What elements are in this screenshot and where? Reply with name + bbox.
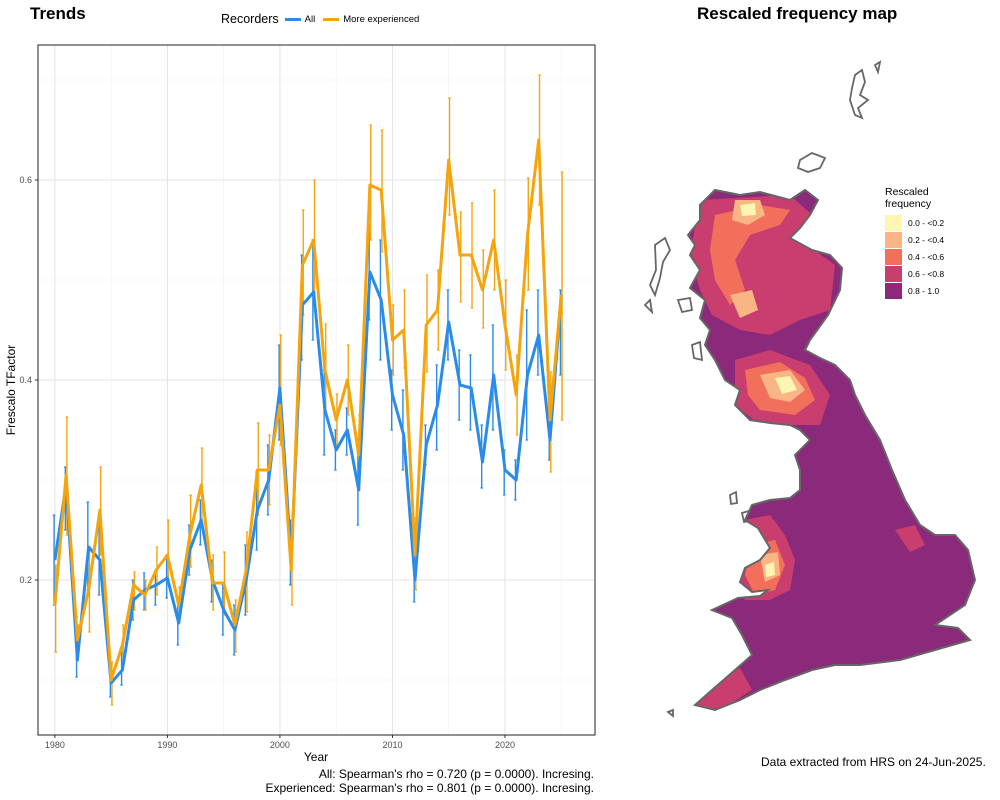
map-legend-label: 0.6 - <0.8 <box>908 268 945 279</box>
x-tick-label: 1980 <box>45 740 65 750</box>
stats-all: All: Spearman's rho = 0.720 (p = 0.0000)… <box>318 767 594 781</box>
map-legend-swatch <box>885 282 902 299</box>
recorders-legend: Recorders All More experienced <box>221 12 425 26</box>
spearman-stats: All: Spearman's rho = 0.720 (p = 0.0000)… <box>266 767 595 795</box>
trends-title: Trends <box>30 4 86 23</box>
map-legend-label: 0.2 - <0.4 <box>908 234 945 245</box>
map-legend-swatch <box>885 231 902 248</box>
y-tick-label: 0.4 <box>19 375 32 385</box>
map-legend: Rescaled frequency 0.0 - <0.2 0.2 - <0.4 0… <box>885 186 944 299</box>
map-legend-swatch <box>885 214 902 231</box>
series-line-more-experienced <box>53 138 563 682</box>
map-legend-row: 0.4 - <0.6 <box>885 248 944 265</box>
legend-title: Recorders <box>221 12 279 26</box>
band-0.6-0.8-east <box>895 525 925 552</box>
map-legend-swatch <box>885 265 902 282</box>
map-legend-title-line1: Rescaled <box>885 186 929 198</box>
map-legend-title-line2: frequency <box>885 198 932 210</box>
orkney-outline <box>796 152 827 173</box>
trend-chart: 1980 1990 2000 2010 2020 0.2 0.4 0.6 Year Fresc… <box>4 44 596 764</box>
x-tick-label: 2000 <box>270 740 290 750</box>
map-legend-row: 0.2 - <0.4 <box>885 231 944 248</box>
band-0.0-0.2-uplands <box>775 376 797 394</box>
stats-experienced: Experienced: Spearman's rho = 0.801 (p =… <box>265 781 595 795</box>
x-tick-label: 2010 <box>382 740 402 750</box>
shetland-outline <box>849 60 882 120</box>
series-line-all <box>53 270 563 685</box>
y-tick-label: 0.2 <box>19 575 32 585</box>
inner-islands-outline <box>676 296 704 362</box>
x-axis-title: Year <box>304 750 328 764</box>
x-tick-label: 1990 <box>157 740 177 750</box>
map-legend-row: 0.0 - <0.2 <box>885 214 944 231</box>
legend-label-experienced: More experienced <box>343 13 420 25</box>
plot-panel-border <box>37 44 596 736</box>
data-source-note: Data extracted from HRS on 24-Jun-2025. <box>761 755 986 769</box>
map-title: Rescaled frequency map <box>697 4 898 23</box>
y-tick-label: 0.6 <box>19 175 32 185</box>
map-legend-label: 0.0 - <0.2 <box>908 217 945 228</box>
legend-key-experienced <box>323 17 340 21</box>
frequency-map <box>643 60 976 718</box>
isle-of-man-outline <box>729 490 738 506</box>
legend-key-all <box>284 17 301 21</box>
hebrides-outline <box>643 236 672 315</box>
x-tick-label: 2020 <box>495 740 515 750</box>
band-0.0-0.2-wales <box>765 562 775 577</box>
legend-label-all: All <box>304 13 316 25</box>
scilly-outline <box>666 708 674 718</box>
map-legend-swatch <box>885 248 902 265</box>
lines-layer <box>53 138 563 685</box>
band-0.0-0.2-highlands <box>740 203 756 216</box>
map-legend-row: 0.8 - 1.0 <box>885 282 944 299</box>
grid-layer <box>38 45 595 735</box>
band-0.2-0.4-central <box>730 290 758 318</box>
map-legend-label: 0.4 - <0.6 <box>908 251 945 262</box>
band-0.4-0.6-highlands <box>710 205 790 305</box>
ticks-layer: 1980 1990 2000 2010 2020 0.2 0.4 0.6 <box>19 175 515 750</box>
map-legend-row: 0.6 - <0.8 <box>885 265 944 282</box>
y-axis-title: Frescalo TFactor <box>4 345 18 435</box>
map-legend-label: 0.8 - 1.0 <box>908 285 940 296</box>
